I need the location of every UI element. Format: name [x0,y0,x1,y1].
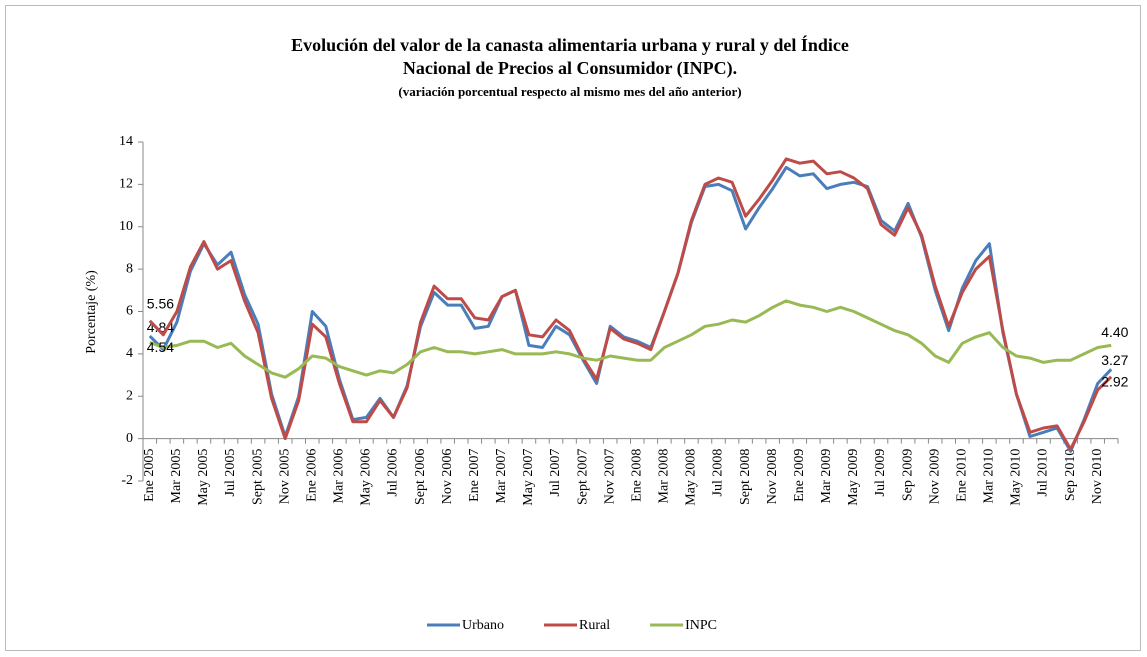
x-tick-label: Nov 2006 [440,449,455,505]
x-tick-label: Ene 2007 [467,449,482,502]
legend-label: INPC [685,618,717,633]
y-tick-label: 8 [126,261,133,276]
series-line [149,299,1112,379]
y-tick-label: 6 [126,304,133,319]
data-label: 4.40 [1101,324,1128,340]
data-label: 2.92 [1101,373,1128,389]
x-tick-label: May 2008 [684,449,699,506]
x-tick-label: Mar 2008 [657,449,672,504]
chart-subtitle: (variación porcentual respecto al mismo … [398,84,741,99]
x-tick-label: Jul 2010 [1036,449,1051,497]
y-axis-label: Porcentaje (%) [84,270,99,354]
y-tick-label: 12 [119,177,133,192]
data-label: 5.56 [147,296,174,312]
x-tick-label: Nov 2007 [602,449,617,505]
x-tick-label: Mar 2006 [332,449,347,504]
x-tick-label: Ene 2006 [304,449,319,502]
y-tick-label: 2 [126,388,133,403]
x-tick-label: Nov 2008 [765,449,780,505]
x-tick-label: Jul 2008 [711,449,726,497]
x-tick-label: Ene 2005 [142,449,157,502]
x-tick-label: Jul 2007 [548,449,563,497]
x-tick-label: Sep 2009 [900,449,915,502]
x-tick-label: Nov 2010 [1090,449,1105,505]
x-tick-label: Mar 2010 [982,449,997,504]
x-tick-label: Nov 2005 [277,449,292,505]
x-tick-label: Sept 2007 [575,449,590,505]
data-label: 4.54 [147,339,174,355]
series-line [148,157,1113,451]
x-tick-label: Nov 2009 [927,449,942,505]
x-tick-label: Mar 2007 [494,449,509,504]
x-tick-label: May 2007 [521,449,536,506]
x-tick-label: May 2006 [359,449,374,506]
chart-title: Evolución del valor de la canasta alimen… [291,34,849,55]
chart-border [5,5,1141,651]
chart-title: Nacional de Precios al Consumidor (INPC)… [403,58,737,79]
x-tick-label: Jul 2005 [223,449,238,497]
x-tick-label: May 2009 [846,449,861,506]
x-tick-label: May 2010 [1009,449,1024,506]
x-tick-label: Ene 2010 [954,449,969,502]
y-tick-label: 14 [119,134,133,149]
x-tick-label: Sept 2005 [250,449,265,505]
x-tick-label: Ene 2008 [629,449,644,502]
x-tick-label: May 2005 [196,449,211,506]
x-tick-label: Mar 2005 [169,449,184,504]
legend-label: Rural [579,618,610,633]
x-tick-label: Sept 2006 [413,449,428,505]
x-tick-label: Mar 2009 [819,449,834,504]
y-tick-label: -2 [121,473,133,488]
x-tick-label: Jul 2009 [873,449,888,497]
x-tick-label: Jul 2006 [386,449,401,497]
x-tick-label: Sept 2008 [738,449,753,505]
x-tick-label: Ene 2009 [792,449,807,502]
data-label: 3.27 [1101,352,1128,368]
y-tick-label: 4 [126,346,133,361]
x-tick-label: Sep 2010 [1063,449,1078,502]
y-tick-label: 0 [126,431,133,446]
legend-label: Urbano [462,618,504,633]
y-tick-label: 10 [119,219,133,234]
